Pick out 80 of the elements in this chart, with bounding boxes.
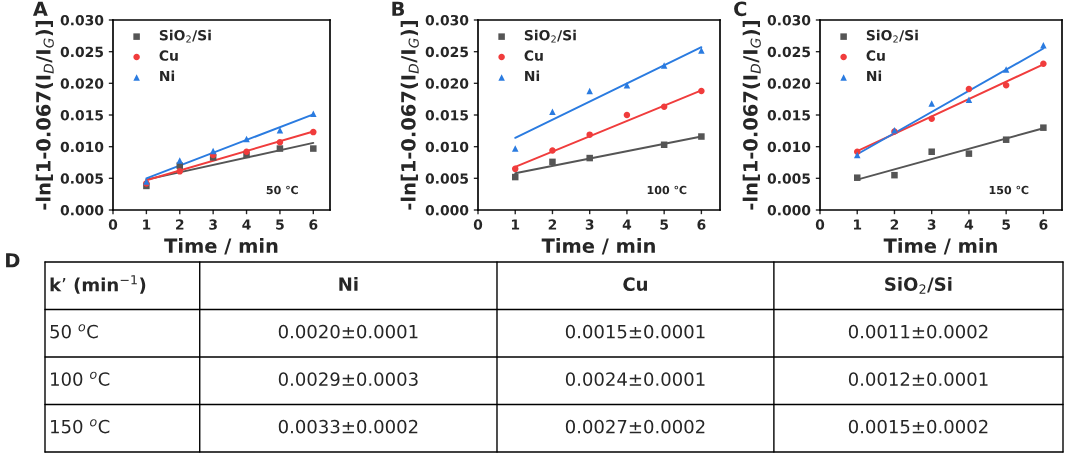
x-tick-label: 3	[209, 219, 217, 230]
text: 0.0027±0.0002	[565, 419, 705, 434]
y-tick-label: 0.015	[425, 109, 468, 121]
y-tick-label: 0.030	[425, 14, 469, 26]
legend-label: SiO$_{2}$/Si	[159, 29, 211, 43]
x-tick-label: 0	[108, 219, 118, 230]
text: 0.0033±0.0002	[278, 419, 418, 434]
y-axis-title: -ln[1-0.067(I$_{D}$/I$_{G}$)]	[742, 21, 761, 210]
y-tick-label: 0.005	[767, 173, 810, 184]
x-tick-label: 1	[143, 219, 151, 230]
legend-label: Ni	[525, 70, 540, 82]
x-axis-title: Time / min	[883, 238, 997, 255]
x-tick-label: 0	[473, 219, 483, 230]
annotation: 100 ℃	[647, 185, 687, 195]
y-tick-label: 0.010	[425, 141, 469, 153]
y-tick-label: 0.020	[60, 78, 104, 89]
legend-label: Cu	[159, 50, 178, 61]
chart-title: B	[392, 1, 405, 16]
y-tick-label: 0.000	[767, 204, 811, 216]
y-tick-label: 0.025	[767, 46, 810, 58]
x-tick-label: 3	[927, 219, 936, 230]
x-tick-label: 5	[1002, 219, 1011, 230]
y-tick-label: 0.025	[60, 46, 103, 58]
text: D	[6, 253, 20, 268]
y-tick-label: 0.010	[60, 141, 104, 153]
x-tick-label: 6	[1039, 219, 1048, 230]
text: 0.0020±0.0001	[278, 324, 418, 339]
x-tick-label: 2	[176, 219, 184, 230]
legend-label: Cu	[524, 50, 543, 61]
text: 0.0012±0.0001	[848, 372, 988, 386]
x-tick-label: 4	[964, 219, 974, 230]
x-tick-label: 6	[697, 219, 706, 230]
x-tick-label: 3	[585, 219, 594, 230]
text: k’ (min$^{−1}$)	[50, 275, 146, 294]
text: 0.0015±0.0002	[848, 419, 988, 434]
y-tick-label: 0.030	[767, 14, 811, 26]
text: 0.0029±0.0003	[278, 372, 418, 386]
legend-label: Ni	[160, 70, 175, 82]
y-tick-label: 0.010	[767, 141, 811, 153]
x-axis-title: Time / min	[541, 238, 655, 255]
y-tick-label: 0.030	[60, 14, 104, 26]
y-tick-label: 0.025	[425, 46, 468, 58]
annotation: 150 ℃	[989, 185, 1029, 195]
text: 50 $^{o}$C	[50, 324, 98, 339]
y-tick-label: 0.005	[425, 173, 468, 184]
text: 0.0024±0.0001	[565, 372, 705, 386]
legend-label: SiO$_{2}$/Si	[524, 29, 576, 43]
text: 0.0011±0.0002	[848, 324, 988, 339]
text: 100 $^{o}$C	[51, 371, 110, 386]
x-tick-label: 4	[242, 219, 251, 230]
y-axis-title: -ln[1-0.067(I$_{D}$/I$_{G}$)]	[35, 21, 54, 210]
annotation: 50 ℃	[266, 185, 298, 195]
text: Cu	[623, 277, 647, 291]
text: 0.0015±0.0001	[565, 324, 705, 339]
legend-label: SiO$_{2}$/Si	[866, 29, 918, 43]
y-axis-title: -ln[1-0.067(I$_{D}$/I$_{G}$)]	[400, 21, 419, 210]
x-tick-label: 1	[853, 219, 862, 230]
y-tick-label: 0.015	[60, 109, 103, 121]
legend-label: Ni	[867, 70, 882, 82]
x-tick-label: 0	[815, 219, 825, 230]
x-tick-label: 2	[890, 219, 899, 230]
x-tick-label: 1	[511, 219, 520, 230]
text: Ni	[339, 277, 358, 291]
y-tick-label: 0.005	[60, 173, 103, 184]
y-tick-label: 0.020	[767, 78, 811, 89]
x-tick-label: 5	[276, 219, 284, 230]
y-tick-label: 0.000	[60, 204, 104, 216]
legend-label: Cu	[866, 50, 885, 61]
y-tick-label: 0.000	[425, 204, 469, 216]
text: SiO$_{2}$/Si	[885, 277, 952, 294]
x-tick-label: 6	[309, 219, 318, 230]
x-axis-title: Time / min	[164, 238, 278, 255]
x-tick-label: 2	[548, 219, 557, 230]
y-tick-label: 0.015	[767, 109, 810, 121]
chart-title: C	[734, 1, 747, 17]
x-tick-label: 5	[660, 219, 669, 230]
text: 150 $^{o}$C	[51, 419, 110, 434]
y-tick-label: 0.020	[425, 78, 469, 89]
chart-title: A	[32, 1, 48, 16]
x-tick-label: 4	[622, 219, 632, 230]
